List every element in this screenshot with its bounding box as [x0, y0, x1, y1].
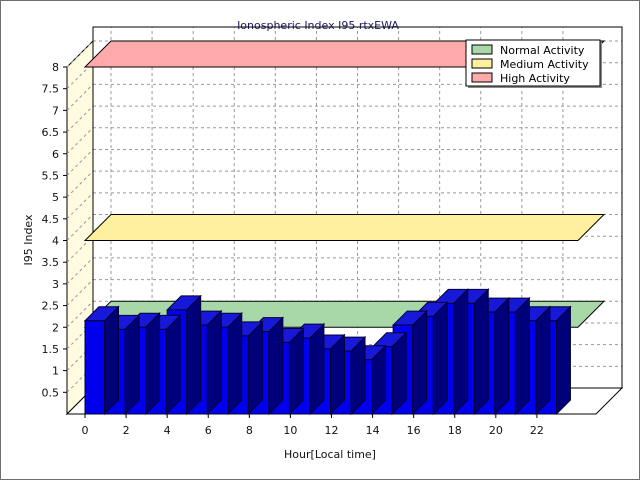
wall-grid-line — [66, 214, 94, 241]
bar-side — [453, 288, 469, 416]
y-tick-label: 7.5 — [42, 83, 60, 96]
wall-grid-line — [66, 84, 94, 111]
x-tick-label: 20 — [489, 424, 503, 437]
bar-side — [124, 314, 140, 416]
bar-side — [494, 296, 510, 416]
x-tick-label: 8 — [246, 424, 253, 437]
y-tick-label: 8 — [52, 61, 59, 74]
y-tick-label: 0.5 — [42, 386, 60, 399]
wall-grid-line — [66, 127, 94, 155]
bar-side — [186, 294, 202, 416]
y-tick-label: 2.5 — [42, 300, 60, 313]
wall-grid-line — [66, 149, 94, 176]
chart-title: Ionospheric Index I95 rtxEWA — [237, 19, 399, 32]
bar-side — [555, 305, 571, 416]
x-tick-label: 12 — [325, 424, 339, 437]
legend-entry: Medium Activity — [500, 58, 589, 71]
wall-grid-line — [66, 257, 94, 285]
y-tick-label: 2 — [52, 321, 59, 334]
y-axis-label: I95 Index — [22, 214, 35, 266]
y-tick-label: 3.5 — [42, 256, 60, 269]
legend-swatch — [471, 44, 493, 55]
x-tick-label: 0 — [82, 424, 89, 437]
bar-side — [535, 305, 551, 416]
wall-grid-line — [66, 105, 94, 133]
plot-area: 0.5 1 1.5 2 2.5 3 3.5 4 4.5 5 5.5 6 6.5 7 7.5 8 0 2 4 6 8 10 1… — [42, 26, 624, 437]
x-tick-label: 2 — [123, 424, 130, 437]
x-tick-label: 14 — [366, 424, 380, 437]
y-tick-label: 5.5 — [42, 169, 60, 182]
y-tick-label: 6.5 — [42, 126, 60, 139]
bar-side — [309, 322, 325, 416]
x-tick-label: 4 — [164, 424, 171, 437]
x-tick-label: 18 — [448, 424, 462, 437]
band-medium-activity — [83, 214, 606, 241]
bar-side — [206, 309, 222, 416]
wall-grid-line — [66, 192, 94, 220]
legend-swatch — [471, 58, 493, 69]
legend-swatch — [471, 72, 493, 83]
wall-grid-line — [66, 300, 94, 328]
y-tick-label: 1 — [52, 365, 59, 378]
bar-side — [473, 288, 489, 416]
wall-grid-line — [66, 40, 94, 68]
bar-side — [432, 301, 448, 416]
bar-side — [145, 312, 161, 416]
y-tick-label: 4 — [52, 235, 59, 248]
x-tick-label: 22 — [530, 424, 544, 437]
wall-grid-line — [66, 170, 94, 198]
y-tick-label: 4.5 — [42, 213, 60, 226]
y-tick-label: 3 — [52, 278, 59, 291]
bar-side — [514, 296, 530, 416]
y-tick-label: 7 — [52, 104, 59, 117]
y-tick-label: 5 — [52, 191, 59, 204]
x-tick-label: 16 — [407, 424, 421, 437]
wall-grid-line — [66, 279, 94, 306]
bar-side — [288, 327, 304, 416]
bar-side — [104, 305, 120, 416]
bar-side — [165, 314, 181, 416]
x-tick-label: 6 — [205, 424, 212, 437]
bar-side — [247, 320, 263, 416]
legend-entry: Normal Activity — [500, 44, 585, 57]
legend-entry: High Activity — [500, 72, 570, 85]
bar-0 — [84, 320, 106, 415]
y-tick-label: 1.5 — [42, 343, 60, 356]
bar-side — [227, 312, 243, 416]
bar-side — [412, 309, 428, 416]
bar-side — [268, 316, 284, 416]
x-tick-label: 10 — [283, 424, 297, 437]
y-tick-label: 6 — [52, 148, 59, 161]
x-axis-label: Hour[Local time] — [284, 448, 376, 461]
